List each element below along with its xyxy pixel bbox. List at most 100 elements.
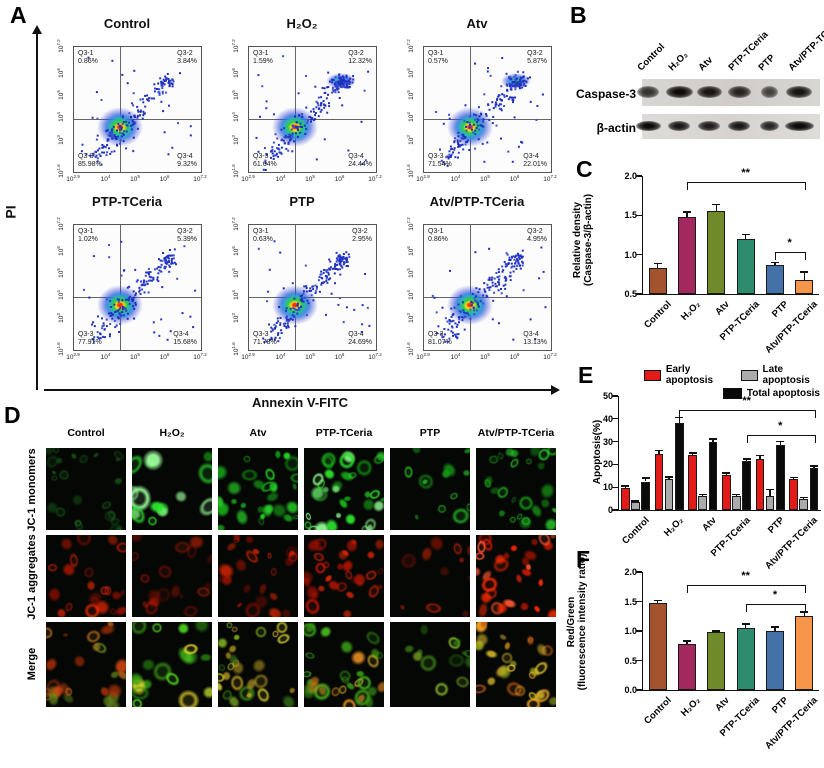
bar-total-apoptosis-control — [641, 481, 651, 510]
y-tick-mark — [612, 509, 618, 511]
quadrant-percent: 4.95% — [527, 236, 547, 243]
quadrant-percent: 0.86% — [78, 58, 98, 65]
y-tick-label: 40 — [602, 413, 613, 424]
panel-d-label: D — [4, 402, 21, 428]
quadrant-q3-3: Q3-3 71.54% — [428, 153, 452, 169]
flow-plot-title: PTP — [289, 194, 315, 209]
flow-x-tick: 106 — [334, 352, 345, 362]
significance-bracket — [745, 604, 807, 613]
error-bar-stem — [735, 494, 738, 497]
y-tick-label: 1.0 — [624, 249, 637, 260]
blot-band — [637, 86, 659, 98]
blot-band — [635, 121, 661, 131]
flow-x-tick: 104 — [450, 174, 461, 184]
quadrant-name: Q3-3 — [428, 153, 444, 160]
quadrant-percent: 0.86% — [428, 236, 448, 243]
bar-atv — [707, 632, 726, 690]
lane-label-control: Control — [635, 41, 668, 74]
significance-bracket — [746, 434, 816, 443]
bar-atv-ptp-tceria — [795, 616, 814, 690]
panel-a-label: A — [10, 2, 27, 28]
error-bar-stem — [712, 438, 714, 442]
error-bar-stem — [644, 478, 647, 482]
cell-blob — [193, 583, 212, 600]
chart-c-y-axis-label-line2: (Caspase-3/β-actin) — [583, 193, 594, 287]
column-header-atv: Atv — [249, 427, 267, 439]
apoptosis-legend-row2: Total apoptosis — [644, 388, 820, 399]
cell-blob — [68, 649, 91, 673]
quadrant-name: Q3-4 — [348, 153, 364, 160]
cell-blob — [445, 651, 468, 670]
flow-plot-h-o: H₂O₂ Q3-1 1.59% Q3-2 12.32% Q3-3 61.64% Q3-4 24.… — [222, 16, 382, 194]
red-green-ratio-chart: 0.0 0.5 1.0 1.5 2.0 ** * Control H₂O₂ Atv PTP-TCer… — [624, 567, 820, 752]
early-apoptosis-swatch-icon — [644, 369, 661, 381]
flow-x-tick: 104 — [275, 174, 286, 184]
bar-early-apoptosis-atv-ptp-tceria — [789, 479, 798, 510]
error-bar-stem — [656, 263, 659, 269]
y-tick-label: 2.0 — [624, 567, 637, 577]
flow-y-tick: 107.2 — [231, 217, 241, 231]
flow-plot-control: Control Q3-1 0.86% Q3-2 3.84% Q3-3 85.98% Q3-4 9… — [47, 16, 207, 194]
y-tick-mark — [636, 689, 642, 691]
y-tick-mark — [612, 486, 618, 488]
row-label-merge: Merge — [26, 647, 38, 681]
flow-x-tick: 102.9 — [241, 174, 255, 184]
error-bar-cap — [741, 623, 750, 625]
quadrant-name: Q3-4 — [523, 153, 539, 160]
quadrant-q3-4: Q3-4 24.69% — [348, 331, 372, 347]
flow-y-tick: 103 — [56, 312, 66, 323]
flow-y-tick: 107.2 — [406, 39, 416, 53]
quadrant-q3-2: Q3-2 12.32% — [348, 50, 372, 66]
error-bar-stem — [624, 486, 626, 489]
flow-plot-box: Q3-1 0.86% Q3-2 3.84% Q3-3 85.98% Q3-4 9.32% — [73, 46, 202, 173]
flow-x-tick: 107.2 — [368, 174, 382, 184]
bar-total-apoptosis-atv — [708, 441, 718, 510]
error-bar-stem — [715, 204, 718, 212]
y-tick-label: 10 — [602, 482, 613, 493]
quadrant-percent: 15.68% — [173, 339, 197, 346]
caspase3-blot-strip — [637, 79, 820, 106]
flow-x-tick: 102.9 — [416, 174, 430, 184]
quadrant-q3-3: Q3-3 61.64% — [253, 153, 277, 169]
error-bar-cap — [712, 630, 721, 632]
significance-label: * — [778, 419, 783, 432]
quadrant-name: Q3-1 — [253, 228, 269, 235]
error-bar-cap — [771, 261, 779, 264]
lane-label-atv-ptp-tceria: Atv/PTP-TCeria — [786, 16, 824, 74]
error-bar-cap — [776, 440, 785, 443]
quadrant-percent: 0.63% — [253, 236, 273, 243]
error-bar-cap — [665, 476, 674, 478]
cell-blob — [178, 601, 203, 617]
fluorescence-tile-jc-1-aggregates-atv — [218, 535, 298, 617]
quadrant-name: Q3-1 — [78, 228, 94, 235]
error-bar-stem — [686, 212, 688, 217]
flow-x-tick: 106 — [159, 174, 170, 184]
cell-blob — [169, 484, 193, 508]
fluorescence-tile-jc-1-aggregates-h-o — [132, 535, 212, 617]
quadrant-percent: 3.84% — [177, 58, 197, 65]
scatter-dots — [249, 225, 251, 227]
error-bar-stem — [774, 626, 776, 631]
chart-c-y-axis-label: Relative density (Caspase-3/β-actin) — [572, 178, 594, 302]
flow-plot-ptp: PTP Q3-1 0.63% Q3-2 2.95% Q3-3 71.73% Q3-4 24.69… — [222, 194, 382, 372]
cell-blob — [533, 458, 548, 473]
quadrant-percent: 24.44% — [348, 161, 372, 168]
flow-x-tick: 107.2 — [193, 174, 207, 184]
scatter-dots — [249, 47, 251, 49]
flow-x-tick: 105 — [130, 174, 140, 184]
y-tick-mark — [612, 463, 618, 466]
flow-plot-box: Q3-1 1.02% Q3-2 5.39% Q3-3 77.91% Q3-4 15.68% — [73, 224, 202, 351]
bar-late-apoptosis-ptp-tceria — [732, 496, 741, 510]
quadrant-name: Q3-3 — [253, 331, 269, 338]
blot-band — [727, 86, 751, 98]
error-bar-cap — [789, 476, 798, 479]
flow-y-tick: 103 — [406, 134, 416, 145]
flow-plot-box: Q3-1 1.59% Q3-2 12.32% Q3-3 61.64% Q3-4 24.44% — [248, 46, 377, 173]
quadrant-name: Q3-2 — [352, 228, 368, 235]
error-bar-stem — [656, 600, 659, 603]
error-bar-stem — [702, 494, 704, 497]
legend-late-apoptosis: Late apoptosis — [740, 364, 824, 386]
quadrant-q3-3: Q3-3 77.91% — [78, 331, 102, 347]
panel-e-label: E — [578, 362, 594, 388]
cell-blob — [304, 649, 318, 662]
